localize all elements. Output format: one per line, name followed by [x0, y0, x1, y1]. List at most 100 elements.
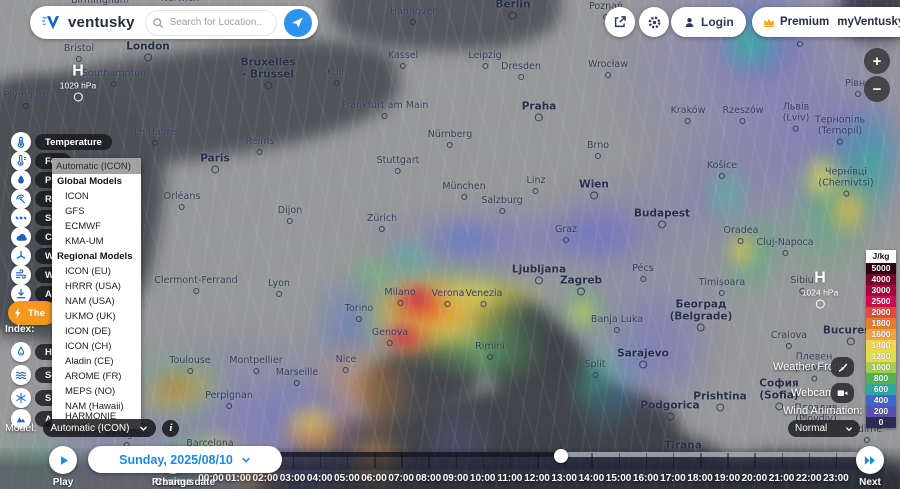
- city-label: Nürnberg: [428, 129, 472, 148]
- model-option[interactable]: ICON (DE): [65, 326, 111, 337]
- city-label: Torino: [345, 303, 373, 322]
- wind-animation-label: Wind Animation:: [783, 405, 863, 417]
- next-button[interactable]: [856, 446, 884, 474]
- zoom-in-button[interactable]: +: [864, 48, 890, 74]
- city-label: Dresden: [501, 61, 541, 80]
- city-label: München: [442, 181, 486, 200]
- hour-tick: [401, 453, 403, 468]
- user-icon: [683, 16, 696, 29]
- city-label: Southampton: [82, 68, 146, 87]
- hour-tick: [346, 453, 349, 468]
- hour-label: 00:00: [198, 473, 224, 484]
- city-label: Rzeszów: [723, 105, 763, 124]
- model-section-title: Regional Models: [57, 251, 133, 262]
- city-label: Oradea: [724, 225, 758, 244]
- model-info-button[interactable]: i: [162, 419, 180, 437]
- cape-blob: [540, 165, 680, 285]
- chevron-down-icon: [846, 426, 852, 431]
- legend-stop: 1800: [866, 318, 896, 329]
- hour-label: 20:00: [741, 473, 768, 484]
- model-option[interactable]: ICON (EU): [65, 266, 111, 277]
- cape-blob: [430, 275, 550, 315]
- model-option[interactable]: HRRR (USA): [65, 281, 121, 292]
- layer-label: Temperature: [35, 134, 112, 150]
- model-option[interactable]: NAM (USA): [65, 296, 115, 307]
- model-value: Automatic (ICON): [50, 422, 130, 434]
- model-dropdown-menu: Automatic (ICON) Global Models ICON GFS ECMW…: [52, 158, 141, 433]
- webcams-button[interactable]: [831, 383, 854, 403]
- city-label: Berlin: [496, 0, 530, 20]
- model-option[interactable]: ECMWF: [65, 221, 101, 232]
- search-box[interactable]: [144, 9, 277, 36]
- city-label: Banja Luka: [591, 314, 643, 333]
- humidity-icon: [11, 342, 31, 362]
- hour-label: 11:00: [497, 473, 523, 484]
- login-button[interactable]: Login: [671, 7, 746, 37]
- model-option[interactable]: AROME (FR): [65, 371, 122, 382]
- legend-stop: 600: [866, 384, 896, 395]
- city-label: Reims: [246, 136, 274, 155]
- model-option[interactable]: Aladin (CE): [65, 356, 114, 367]
- model-label: Model:: [5, 422, 37, 434]
- city-label: Bruxelles - Brussel: [240, 56, 296, 90]
- locate-button[interactable]: [283, 8, 312, 37]
- hour-tick: [591, 453, 593, 468]
- city-label: London: [126, 40, 170, 62]
- model-option[interactable]: KMA-UM: [65, 236, 104, 247]
- city-label: Pécs: [632, 263, 654, 282]
- air-pressure-icon: [11, 284, 31, 304]
- hour-tick: [455, 453, 458, 468]
- model-select[interactable]: Automatic (ICON): [42, 419, 157, 437]
- city-label: Podgorica: [640, 399, 700, 421]
- city-label: Чернівці (Chernivtsi): [818, 167, 874, 197]
- model-section-title: Global Models: [57, 176, 122, 187]
- radar-icon: [11, 189, 31, 209]
- timeline-slider-handle[interactable]: [554, 448, 569, 463]
- change-date-label: Change date: [154, 477, 216, 488]
- city-label: Graz: [555, 224, 577, 243]
- city-label: Wrocław: [588, 59, 628, 78]
- legend-stop: 3000: [866, 285, 896, 296]
- wind-animation-select[interactable]: Normal: [788, 420, 860, 437]
- legend-stop: 1400: [866, 340, 896, 351]
- myventusky-link[interactable]: myVentusky: [837, 16, 900, 28]
- model-option[interactable]: UKMO (UK): [65, 311, 116, 322]
- city-label: Venezia: [466, 288, 502, 307]
- model-option[interactable]: ICON: [65, 191, 89, 202]
- snow-icon: [11, 388, 31, 408]
- city-label: Leipzig: [468, 50, 502, 69]
- city-label: Плевен (Pleven): [794, 352, 834, 382]
- city-label: Edirne: [852, 424, 882, 443]
- air-quality-icon: [11, 409, 31, 429]
- city-label: Lyon: [268, 278, 290, 297]
- premium-link[interactable]: Premium: [762, 15, 829, 29]
- next-label: Next: [859, 477, 881, 488]
- share-button[interactable]: [605, 7, 635, 37]
- hour-label: 22:00: [795, 473, 822, 484]
- timeline-played: [190, 452, 562, 457]
- city-label: Linz: [527, 175, 545, 194]
- model-option[interactable]: NAM (Hawaii): [65, 401, 124, 412]
- legend-stop: 0: [866, 417, 896, 428]
- city-label: Perpignan: [205, 390, 253, 409]
- cape-blob: [280, 400, 340, 440]
- model-option[interactable]: MEPS (NO): [65, 386, 116, 397]
- hour-label: 16:00: [632, 473, 659, 484]
- model-option[interactable]: ICON (CH): [65, 341, 112, 352]
- city-label: Milano: [384, 287, 416, 306]
- play-button[interactable]: [49, 446, 77, 474]
- hour-label: 01:00: [225, 473, 251, 484]
- search-input[interactable]: [167, 16, 264, 29]
- date-picker[interactable]: Sunday, 2025/08/10: [88, 446, 282, 473]
- zoom-out-button[interactable]: −: [864, 76, 890, 102]
- hour-label: 06:00: [361, 473, 387, 484]
- hour-tick: [700, 453, 702, 468]
- hour-label: 23:00: [823, 473, 849, 484]
- settings-gear-icon[interactable]: [639, 7, 669, 37]
- timeline-track[interactable]: [190, 448, 876, 470]
- model-option-selected[interactable]: Automatic (ICON): [52, 158, 141, 174]
- model-option[interactable]: GFS: [65, 206, 85, 217]
- weather-fronts-button[interactable]: [831, 357, 854, 377]
- front-icon: [838, 362, 847, 372]
